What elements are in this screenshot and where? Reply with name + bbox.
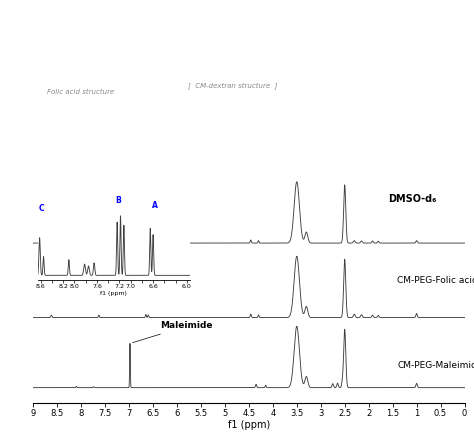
Text: [  CM-dextran structure  ]: [ CM-dextran structure ]: [188, 82, 277, 89]
Text: Maleimide: Maleimide: [133, 321, 213, 343]
Text: A: A: [153, 201, 158, 210]
Text: C: C: [39, 204, 45, 213]
X-axis label: f1 (ppm): f1 (ppm): [100, 291, 127, 296]
X-axis label: f1 (ppm): f1 (ppm): [228, 420, 270, 430]
Text: Folic acid structure: Folic acid structure: [47, 89, 114, 95]
Text: DMSO-d₆: DMSO-d₆: [388, 194, 436, 204]
Text: B: B: [115, 196, 121, 205]
Text: CM-PEG-Maleimide: CM-PEG-Maleimide: [397, 361, 474, 370]
Text: CM-PEG-Folic acid: CM-PEG-Folic acid: [397, 276, 474, 285]
